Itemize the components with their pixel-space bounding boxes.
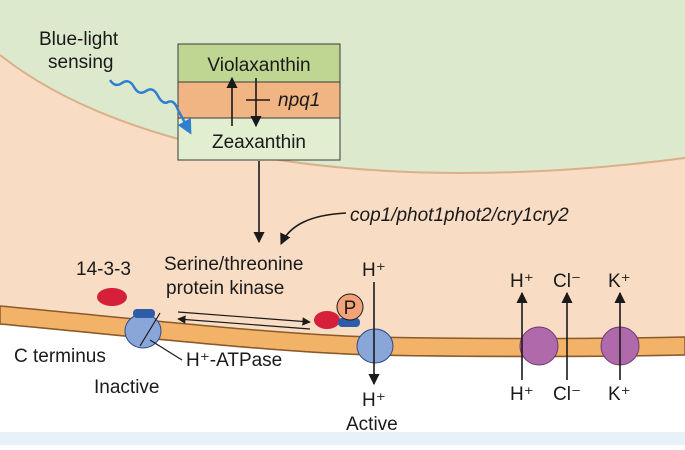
inactivation-arrow: [177, 315, 311, 330]
phosphate-group: [336, 293, 364, 321]
chloroplast-region: [0, 0, 685, 173]
kinase-label-line2: protein kinase: [166, 278, 284, 299]
atpase-inactive: [124, 309, 183, 361]
blue-light-label-line2: sensing: [48, 52, 114, 73]
kinase-label-line1: Serine/threonine: [164, 254, 303, 275]
zeaxanthin-label: Zeaxanthin: [212, 132, 306, 153]
channel-k-bottom-label: K⁺: [608, 384, 631, 405]
channel-h-cl: [519, 326, 559, 366]
active-h-plus-out: H⁺: [362, 390, 386, 411]
activation-arrow: [177, 311, 311, 326]
protein-1433-bound: [314, 311, 340, 329]
atpase-pointer: [149, 339, 183, 361]
blue-light-label-line1: Blue-light: [39, 29, 119, 50]
ion-channels: [516, 291, 640, 380]
bottom-strip: [0, 432, 685, 445]
violaxanthin-label: Violaxanthin: [207, 55, 310, 76]
active-label: Active: [346, 414, 398, 435]
blue-light-wave: [108, 79, 192, 135]
c-terminus-pointer: [139, 312, 161, 347]
phosphate-label: P: [344, 298, 357, 319]
c-terminus-label: C terminus: [14, 346, 106, 367]
xanthophyll-cycle-box: Violaxanthin Zeaxanthin npq1: [177, 43, 341, 161]
mutants-label: cop1/phot1phot2/cry1cry2: [350, 205, 569, 226]
channel-h-bottom-label: H⁺: [510, 384, 534, 405]
inactive-label: Inactive: [94, 377, 159, 398]
channel-k-top-label: K⁺: [608, 271, 631, 292]
protein-1433-label: 14-3-3: [76, 259, 131, 280]
atpase-label: H⁺-ATPase: [186, 350, 282, 371]
atpase-active: P: [314, 293, 394, 364]
channel-h-top-label: H⁺: [510, 271, 534, 292]
active-h-plus-in: H⁺: [362, 260, 386, 281]
apoplast-region: [0, 324, 685, 445]
npq1-label: npq1: [278, 90, 320, 111]
channel-cl-top-label: Cl⁻: [553, 271, 581, 292]
channel-cl-bottom-label: Cl⁻: [553, 384, 581, 405]
protein-1433-free: [97, 288, 127, 306]
mutants-to-kinase-arrow: [280, 212, 347, 246]
